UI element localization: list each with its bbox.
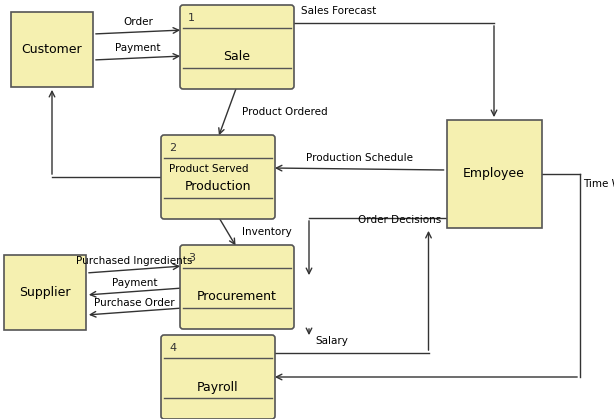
Text: 4: 4 [169, 343, 176, 353]
FancyBboxPatch shape [180, 5, 294, 89]
Text: Product Ordered: Product Ordered [242, 107, 328, 117]
Text: Customer: Customer [21, 43, 82, 56]
Text: Production: Production [185, 181, 251, 194]
Text: Supplier: Supplier [19, 286, 71, 299]
Text: 3: 3 [188, 253, 195, 263]
Text: Purchased Ingredients: Purchased Ingredients [76, 256, 193, 266]
FancyBboxPatch shape [11, 12, 93, 87]
Text: Product Served: Product Served [169, 164, 249, 174]
FancyBboxPatch shape [446, 120, 542, 228]
FancyBboxPatch shape [161, 135, 275, 219]
Text: Inventory: Inventory [242, 227, 292, 237]
FancyBboxPatch shape [4, 255, 86, 330]
Text: Sale: Sale [223, 51, 251, 64]
Text: 1: 1 [188, 13, 195, 23]
Text: Time Worker: Time Worker [583, 179, 614, 189]
Text: Production Schedule: Production Schedule [306, 153, 413, 163]
Text: Payment: Payment [115, 43, 161, 53]
Text: Procurement: Procurement [197, 290, 277, 303]
Text: Purchase Order: Purchase Order [94, 298, 175, 308]
Text: Order: Order [123, 17, 153, 27]
FancyBboxPatch shape [161, 335, 275, 419]
Text: Payment: Payment [112, 278, 157, 288]
Text: 2: 2 [169, 143, 176, 153]
Text: Salary: Salary [316, 336, 349, 346]
Text: Sales Forecast: Sales Forecast [301, 6, 376, 16]
Text: Payroll: Payroll [197, 380, 239, 393]
FancyBboxPatch shape [180, 245, 294, 329]
Text: Employee: Employee [463, 168, 525, 181]
Text: Order Decisions: Order Decisions [358, 215, 441, 225]
